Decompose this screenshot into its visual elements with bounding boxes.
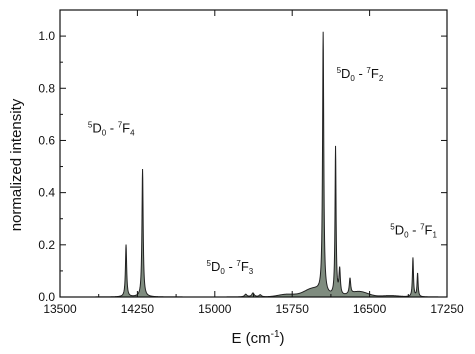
- y-tick-label: 0.0: [38, 290, 55, 304]
- transition-label-f4: 5D0 - 7F4: [88, 121, 135, 138]
- axes: [59, 9, 448, 298]
- x-axis-label: E (cm-1): [231, 329, 284, 347]
- x-tick-labels: 13500 14250 15000 15750 16500 17250: [43, 302, 464, 316]
- y-axis-label: normalized intensity: [8, 98, 25, 231]
- x-tick-label: 17250: [430, 302, 464, 316]
- transition-label-f3: 5D0 - 7F3: [207, 259, 254, 276]
- y-tick-label: 0.4: [38, 186, 55, 200]
- x-tick-label: 15000: [198, 302, 232, 316]
- annotations: 5D0 - 7F4 5D0 - 7F3 5D0 - 7F2 5D0 - 7F1: [88, 66, 438, 276]
- plot-frame: [59, 9, 448, 298]
- spectrum-line: [60, 31, 447, 298]
- x-tick-label: 15750: [276, 302, 310, 316]
- y-tick-label: 0.2: [38, 238, 55, 252]
- y-tick-label: 0.8: [38, 81, 55, 95]
- x-tick-label: 14250: [121, 302, 155, 316]
- x-axis-label-sup: -1: [271, 329, 280, 340]
- y-tick-labels: 0.0 0.2 0.4 0.6 0.8 1.0: [38, 29, 55, 304]
- y-tick-label: 0.6: [38, 133, 55, 147]
- plot-area: [60, 31, 447, 298]
- transition-label-f1: 5D0 - 7F1: [390, 222, 437, 239]
- x-tick-label: 16500: [353, 302, 387, 316]
- x-tick-label: 13500: [43, 302, 77, 316]
- spectrum-fill: [60, 31, 447, 297]
- transition-label-f2: 5D0 - 7F2: [337, 66, 384, 83]
- x-axis-label-prefix: E (cm: [231, 330, 270, 347]
- y-tick-label: 1.0: [38, 29, 55, 43]
- x-axis-label-suffix: ): [280, 330, 285, 347]
